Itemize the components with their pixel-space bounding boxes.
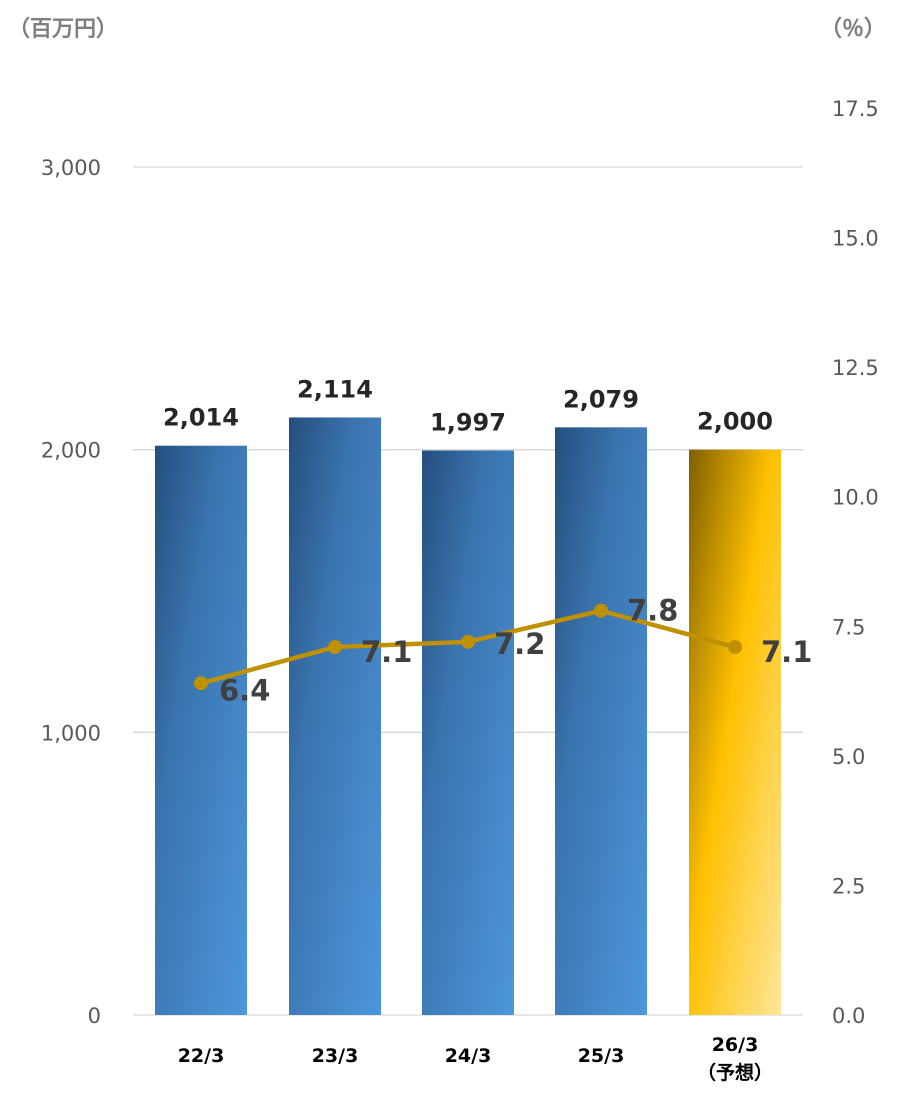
bar-forecast (689, 449, 781, 1016)
x-tick-label: 22/3 (178, 1045, 225, 1067)
right-y-tick-label: 17.5 (832, 97, 879, 121)
left-y-tick-label: 2,000 (41, 439, 101, 463)
right-y-tick-label: 7.5 (832, 615, 865, 639)
line-value-label: 7.1 (361, 635, 412, 669)
line-value-label: 7.2 (494, 627, 545, 661)
bar-series (155, 417, 781, 1016)
bar-value-label: 1,997 (430, 409, 506, 437)
bar (422, 450, 514, 1016)
line-marker (194, 676, 208, 691)
right-y-tick-label: 12.5 (832, 356, 879, 380)
line-marker (328, 640, 342, 655)
line-marker (461, 634, 475, 649)
right-y-tick-label: 2.5 (832, 874, 865, 898)
x-tick-label: 25/3 (578, 1045, 625, 1067)
line-value-label: 6.4 (219, 673, 270, 707)
right-y-tick-label: 10.0 (832, 486, 879, 510)
x-tick-label: 23/3 (312, 1045, 359, 1067)
x-tick-label: 26/3 (712, 1034, 759, 1056)
x-tick-sublabel: （予想） (697, 1061, 773, 1084)
right-y-tick-label: 0.0 (832, 1004, 865, 1028)
bar-value-label: 2,000 (697, 408, 773, 436)
x-tick-label: 24/3 (445, 1045, 492, 1067)
left-y-tick-label: 3,000 (41, 156, 101, 180)
line-marker (594, 603, 608, 618)
line-value-label: 7.8 (627, 594, 678, 628)
left-y-axis: 0 1,000 2,000 3,000 (41, 156, 101, 1028)
line-series (194, 603, 742, 691)
bar (155, 445, 247, 1015)
bar (555, 427, 647, 1015)
left-y-tick-label: 1,000 (41, 721, 101, 745)
bar-value-label: 2,014 (163, 404, 239, 432)
right-y-tick-label: 5.0 (832, 745, 865, 769)
right-y-tick-label: 15.0 (832, 227, 879, 251)
left-axis-unit: （百万円） (8, 17, 118, 42)
bar-value-label: 2,114 (297, 375, 373, 403)
left-y-tick-label: 0 (88, 1004, 101, 1028)
line-value-labels: 6.4 7.1 7.2 7.8 7.1 (219, 594, 812, 708)
bar (289, 417, 381, 1016)
line-value-label: 7.1 (761, 635, 812, 669)
line-marker (728, 640, 742, 655)
x-axis: 22/3 23/3 24/3 25/3 26/3 （予想） (178, 1034, 773, 1084)
bar-value-label: 2,079 (563, 385, 639, 413)
right-y-axis: 0.0 2.5 5.0 7.5 10.0 12.5 15.0 17.5 (832, 97, 879, 1028)
bar-value-labels: 2,014 2,114 1,997 2,079 2,000 (163, 375, 773, 436)
right-axis-unit: （％） (820, 17, 886, 42)
